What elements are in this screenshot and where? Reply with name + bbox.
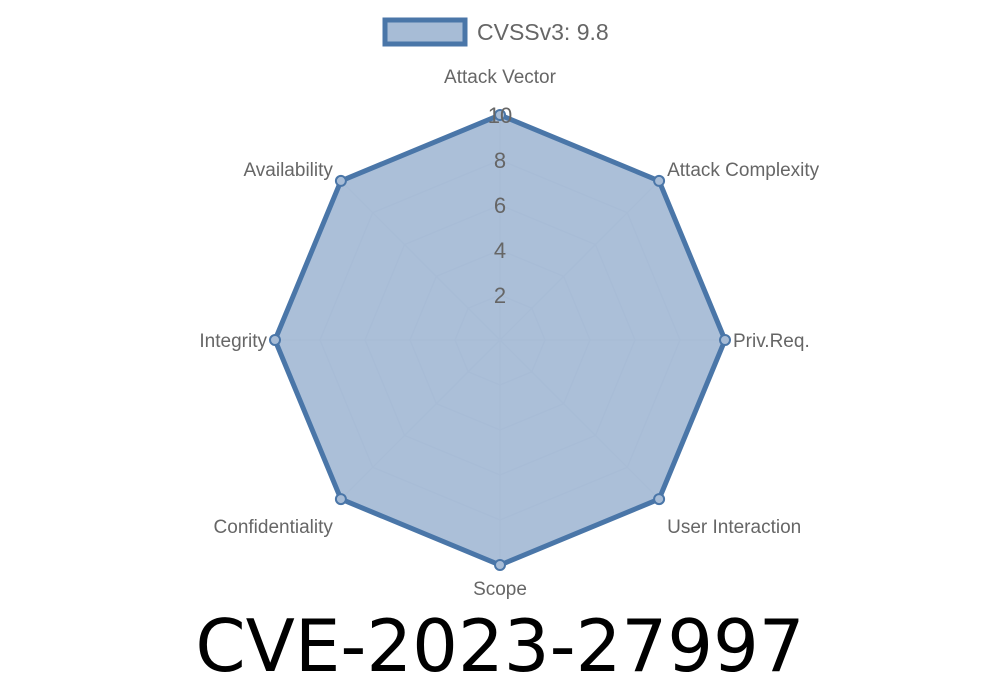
data-point xyxy=(653,493,666,506)
data-point xyxy=(494,109,506,121)
axis-label: User Interaction xyxy=(667,517,801,538)
data-point xyxy=(269,334,281,346)
data-point xyxy=(719,334,731,346)
chart-title: CVE-2023-27997 xyxy=(195,604,805,688)
axis-label: Attack Complexity xyxy=(667,160,820,181)
legend-label: CVSSv3: 9.8 xyxy=(477,19,609,45)
data-point xyxy=(334,174,347,187)
data-point xyxy=(494,559,506,571)
axis-label: Confidentiality xyxy=(214,517,334,538)
tick-label: 2 xyxy=(494,283,506,308)
data-point xyxy=(334,493,347,506)
axis-label: Integrity xyxy=(199,331,267,352)
tick-label: 8 xyxy=(494,148,506,173)
data-point xyxy=(653,174,666,187)
tick-label: 6 xyxy=(494,193,506,218)
axis-label: Availability xyxy=(243,160,333,181)
axis-label: Priv.Req. xyxy=(733,331,810,352)
axis-label: Attack Vector xyxy=(444,67,557,88)
tick-label: 4 xyxy=(494,238,506,263)
tick-label: 10 xyxy=(488,103,512,128)
axis-label: Scope xyxy=(473,579,527,600)
legend-swatch xyxy=(382,17,468,47)
